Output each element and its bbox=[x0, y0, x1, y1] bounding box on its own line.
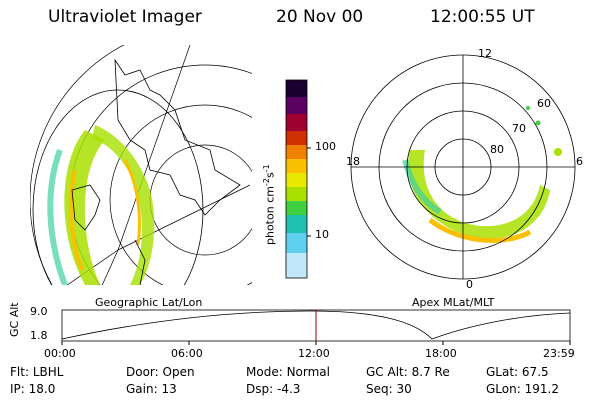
info-mode: Mode: Normal bbox=[246, 365, 330, 379]
mlat-label-70: 70 bbox=[512, 122, 526, 135]
apex-panel-label: Apex MLat/MLT bbox=[412, 296, 495, 309]
timeline-xtick-1: 06:00 bbox=[171, 347, 203, 360]
colorbar-tick-10: 10 bbox=[315, 228, 329, 241]
info-gc-alt: GC Alt: 8.7 Re bbox=[366, 365, 450, 379]
timeline-xtick-0: 00:00 bbox=[44, 347, 76, 360]
timeline-ylabel: GC Alt bbox=[8, 302, 21, 337]
timeline-xtick-2: 12:00 bbox=[298, 347, 330, 360]
time-label: 12:00:55 UT bbox=[430, 7, 535, 27]
geographic-panel-label: Geographic Lat/Lon bbox=[95, 296, 203, 309]
colorbar-tick-100: 100 bbox=[315, 140, 336, 153]
mlat-label-80: 80 bbox=[490, 143, 504, 156]
info-flt: Flt: LBHL bbox=[10, 365, 64, 379]
info-dsp: Dsp: -4.3 bbox=[246, 382, 301, 396]
info-glon: GLon: 191.2 bbox=[486, 382, 559, 396]
info-seq: Seq: 30 bbox=[366, 382, 412, 396]
mlt-label-6: 6 bbox=[576, 155, 583, 168]
info-glat: GLat: 67.5 bbox=[486, 365, 549, 379]
timeline-ytick-low: 1.8 bbox=[30, 329, 48, 342]
date-label: 20 Nov 00 bbox=[276, 7, 364, 27]
mlt-label-12: 12 bbox=[478, 47, 492, 60]
info-door: Door: Open bbox=[126, 365, 195, 379]
mlt-label-18: 18 bbox=[346, 155, 360, 168]
timeline-ytick-high: 9.0 bbox=[30, 305, 48, 318]
timeline-xtick-4: 23:59 bbox=[543, 347, 575, 360]
colorbar-unit-label: photon cm-2s-1 bbox=[262, 164, 277, 245]
mlat-label-60: 60 bbox=[537, 97, 551, 110]
mlt-label-0: 0 bbox=[466, 278, 473, 291]
instrument-title: Ultraviolet Imager bbox=[48, 7, 202, 27]
info-ip: IP: 18.0 bbox=[10, 382, 56, 396]
info-gain: Gain: 13 bbox=[126, 382, 177, 396]
earth-limb bbox=[32, 89, 204, 285]
polar-plot bbox=[350, 54, 576, 280]
timeline-xtick-3: 18:00 bbox=[425, 347, 457, 360]
colorbar bbox=[285, 79, 311, 279]
altitude-timeline bbox=[61, 309, 571, 345]
